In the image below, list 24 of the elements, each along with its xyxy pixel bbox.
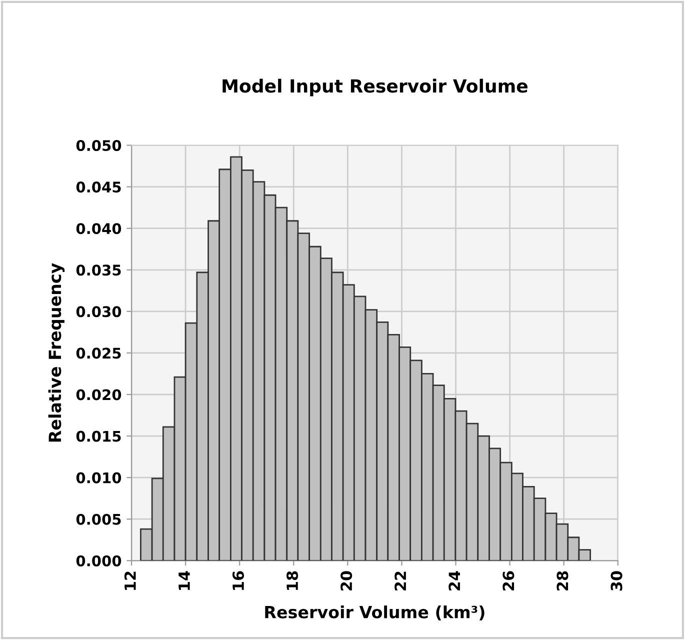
y-tick-label: 0.010: [76, 472, 122, 484]
x-tick-label: 28: [556, 571, 568, 590]
x-tick-label: 20: [340, 571, 352, 590]
x-tick-label: 26: [502, 571, 514, 590]
x-tick-label: 30: [610, 571, 622, 591]
x-tick-label: 16: [232, 571, 244, 590]
y-tick-label: 0.050: [76, 140, 122, 152]
x-axis-title: Reservoir Volume (km³): [265, 606, 484, 620]
x-tick-label: 22: [394, 572, 406, 590]
x-tick-label: 14: [178, 571, 190, 590]
y-tick-label: 0.000: [76, 555, 122, 566]
y-tick-label: 0.025: [76, 348, 121, 359]
x-tick-label: 18: [286, 571, 298, 590]
y-tick-label: 0.035: [76, 264, 121, 276]
y-tick-label: 0.020: [76, 389, 122, 400]
chart-title: Model Input Reservoir Volume: [222, 78, 528, 96]
y-tick-label: 0.005: [76, 514, 121, 525]
y-tick-label: 0.030: [76, 306, 122, 318]
y-tick-label: 0.015: [76, 430, 121, 442]
y-axis-title: Relative Frequency: [48, 263, 65, 442]
x-tick-label: 12: [124, 572, 136, 590]
x-tick-label: 24: [448, 571, 460, 590]
y-tick-label: 0.040: [76, 223, 122, 234]
y-tick-label: 0.045: [76, 182, 121, 193]
